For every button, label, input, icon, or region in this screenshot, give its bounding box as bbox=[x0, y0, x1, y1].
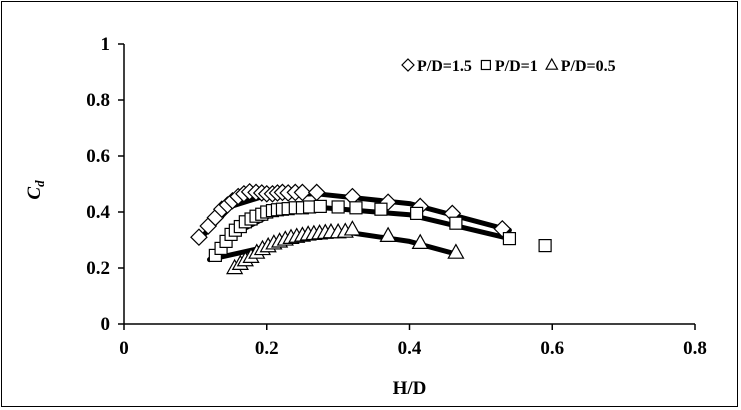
legend-marker-square bbox=[480, 59, 491, 71]
y-tick-label: 0.6 bbox=[86, 146, 110, 167]
data-point-diamond bbox=[293, 183, 312, 202]
legend-entry: P/D=1 bbox=[495, 58, 538, 75]
y-tick-label: 0.8 bbox=[86, 90, 110, 111]
legend-marker-triangle bbox=[545, 57, 559, 70]
y-tick-label: 0.4 bbox=[86, 202, 110, 223]
x-tick-label: 0.6 bbox=[540, 338, 564, 359]
y-tick-label: 0 bbox=[101, 314, 111, 335]
data-point-square bbox=[313, 199, 327, 213]
y-axis-label: Cd bbox=[24, 180, 47, 200]
legend-entry: P/D=0.5 bbox=[561, 58, 616, 75]
data-points bbox=[190, 182, 552, 275]
axis-labels: H/D Cd bbox=[24, 180, 426, 399]
data-point-square bbox=[349, 201, 363, 215]
data-point-diamond bbox=[307, 183, 326, 202]
x-tick-label: 0.8 bbox=[683, 338, 707, 359]
data-point-triangle bbox=[447, 243, 465, 259]
y-tick-label: 0.2 bbox=[86, 258, 110, 279]
y-axis-label-subscript: d bbox=[32, 180, 47, 187]
data-point-triangle bbox=[379, 226, 397, 242]
y-axis-label-main: C bbox=[24, 187, 45, 200]
data-point-square bbox=[502, 232, 517, 246]
legend-marker-diamond bbox=[401, 58, 415, 72]
x-tick-label: 0.2 bbox=[255, 338, 279, 359]
data-point-triangle bbox=[343, 220, 362, 236]
data-point-square bbox=[410, 206, 424, 220]
data-point-triangle bbox=[411, 233, 429, 249]
x-tick-label: 0 bbox=[119, 338, 129, 359]
data-point-square bbox=[538, 239, 552, 253]
x-tick-label: 0.4 bbox=[398, 338, 422, 359]
legend-entry: P/D=1.5 bbox=[417, 58, 472, 75]
x-axis-label: H/D bbox=[393, 378, 427, 399]
data-point-square bbox=[331, 200, 345, 214]
data-point-square bbox=[449, 216, 463, 230]
axes: 0 0.2 0.4 0.6 0.8 1 0 0.2 0.4 0.6 0.8 bbox=[86, 34, 707, 359]
legend: P/D=1.5 P/D=1 P/D=0.5 bbox=[401, 57, 616, 75]
y-tick-label: 1 bbox=[101, 34, 111, 55]
data-point-diamond bbox=[190, 228, 208, 247]
data-point-square bbox=[374, 202, 388, 216]
